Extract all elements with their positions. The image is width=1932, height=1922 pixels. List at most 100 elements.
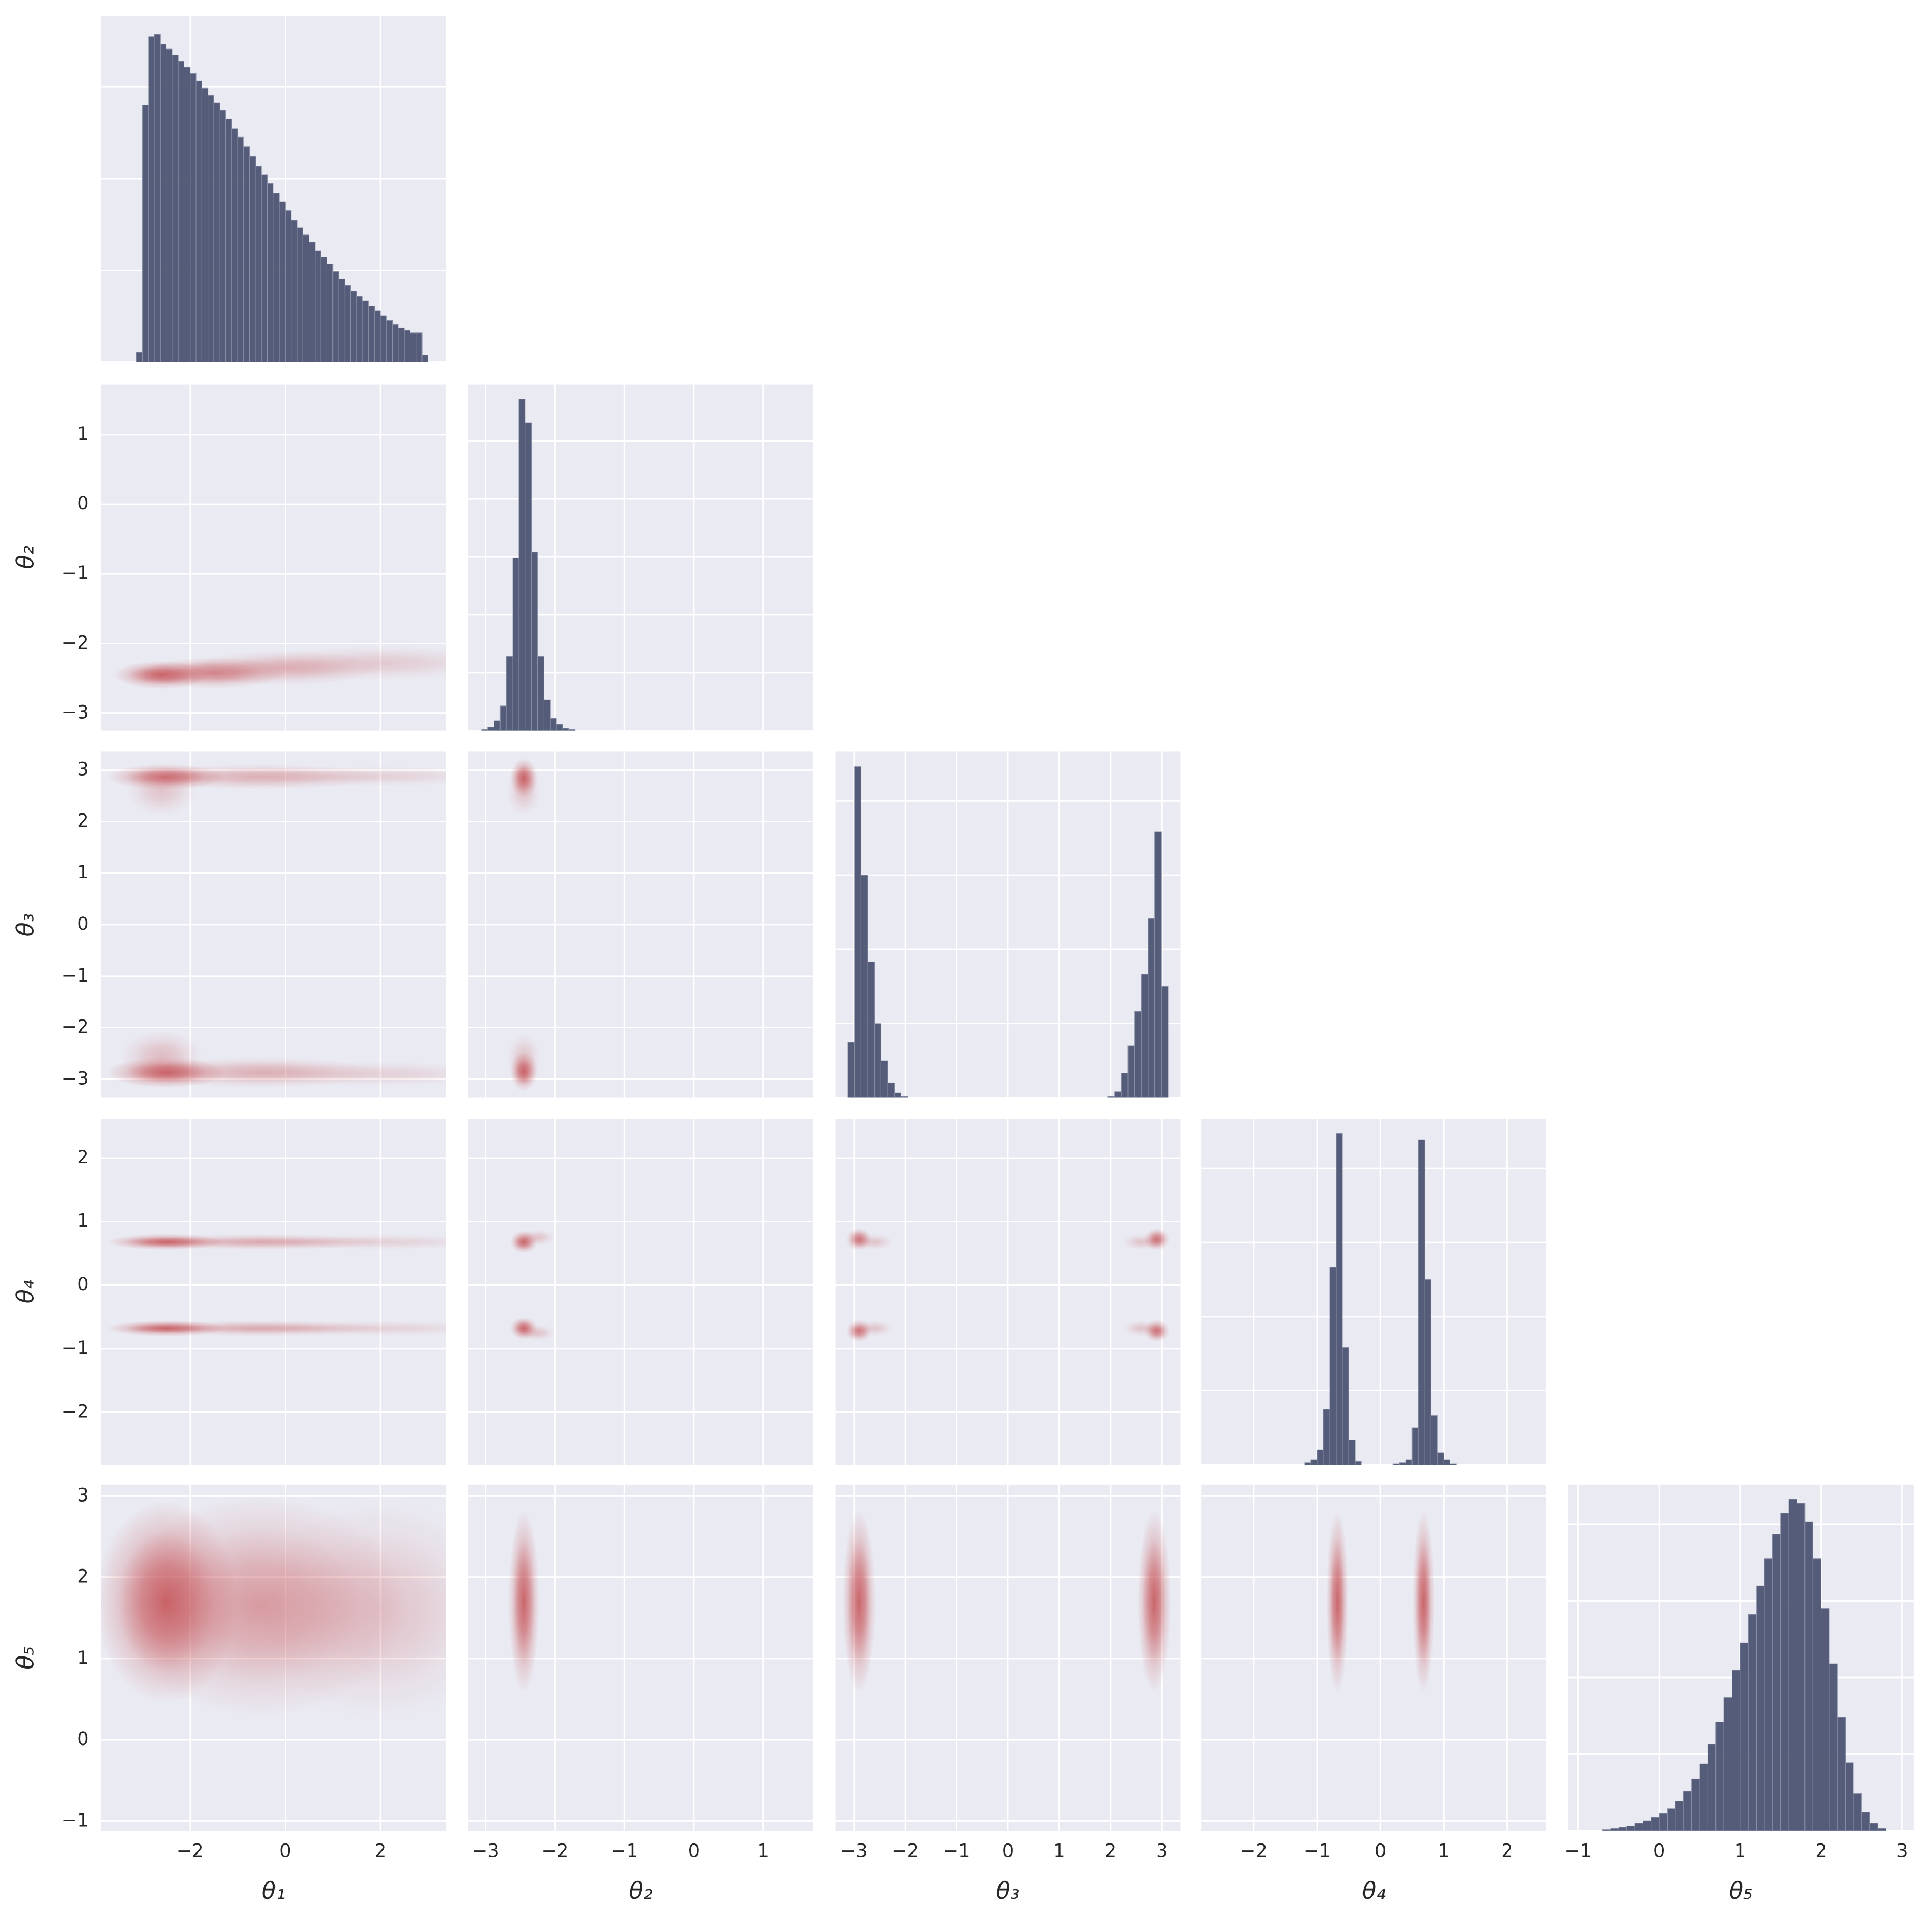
histogram-bar: [1861, 1812, 1870, 1831]
panel: [101, 1119, 446, 1465]
histogram-bar: [1796, 1503, 1806, 1831]
histogram-bar: [326, 264, 334, 362]
histogram-bar: [332, 271, 339, 362]
density-blob: [855, 1234, 894, 1250]
x-tick-label: −3: [840, 1840, 868, 1862]
histogram-bar: [1618, 1827, 1627, 1831]
panel-background: [1201, 1119, 1546, 1465]
x-tick-label: −2: [176, 1840, 204, 1862]
y-tick-label: −2: [62, 1400, 89, 1422]
density-blob: [261, 645, 446, 681]
histogram-bar: [874, 1023, 881, 1098]
x-tick-label: 0: [1375, 1840, 1386, 1862]
histogram-bar: [1443, 1459, 1450, 1465]
histogram-bar: [1691, 1778, 1700, 1831]
histogram-bar: [1342, 1347, 1349, 1465]
histogram-bar: [1154, 831, 1162, 1098]
histogram-bar: [568, 729, 576, 731]
histogram-bar: [309, 242, 316, 362]
histogram-bar: [410, 332, 417, 362]
y-tick-label: −2: [62, 632, 89, 653]
histogram-bar: [499, 705, 507, 731]
density-blob: [1326, 1510, 1349, 1693]
y-tick-label: 2: [77, 1146, 89, 1168]
histogram-bar: [172, 55, 179, 362]
histogram-bar: [537, 656, 544, 731]
histogram-bar: [1723, 1697, 1732, 1831]
panel: [468, 384, 813, 731]
histogram-bar: [374, 310, 381, 362]
histogram-bar: [556, 724, 563, 731]
histogram-bar: [1788, 1499, 1797, 1831]
histogram-bar: [1437, 1452, 1444, 1465]
histogram-bar: [190, 73, 197, 362]
y-tick-label: 2: [77, 1566, 89, 1587]
histogram-bar: [219, 110, 226, 362]
histogram-bar: [1740, 1642, 1749, 1831]
histogram-bar: [1877, 1828, 1886, 1831]
x-tick-label: −1: [611, 1840, 638, 1862]
histogram-bar: [860, 875, 868, 1098]
histogram-bar: [1651, 1817, 1660, 1831]
histogram-bar: [368, 306, 375, 362]
x-tick-label: 0: [279, 1840, 291, 1862]
histogram-bar: [1329, 1267, 1337, 1465]
y-tick-label: 0: [77, 493, 89, 514]
histogram-bar: [350, 291, 357, 362]
histogram-bar: [518, 399, 526, 731]
histogram-bar: [847, 1042, 855, 1098]
histogram-bar: [243, 146, 250, 362]
x-tick-label: −2: [542, 1840, 569, 1862]
panel-background: [468, 1119, 813, 1465]
histogram-bar: [1659, 1813, 1668, 1831]
histogram-bar: [487, 727, 494, 731]
histogram-bar: [297, 227, 303, 362]
histogram-bar: [208, 95, 214, 362]
histogram-bar: [249, 156, 256, 362]
x-tick-label: 0: [1002, 1840, 1014, 1862]
density-blob: [1122, 1320, 1161, 1337]
histogram-bar: [225, 118, 232, 362]
histogram-bar: [506, 656, 513, 731]
panel: [101, 16, 446, 362]
histogram-bar: [416, 332, 423, 362]
histogram-bar: [1642, 1820, 1652, 1831]
histogram-bar: [338, 278, 345, 362]
density-blob: [506, 764, 542, 817]
histogram-bar: [1399, 1462, 1406, 1465]
histogram-bar: [1756, 1585, 1765, 1831]
histogram-bar: [1675, 1801, 1684, 1831]
x-tick-label: 2: [1501, 1840, 1513, 1862]
panel: [468, 1119, 813, 1465]
panel: [835, 1119, 1181, 1465]
histogram-bar: [1323, 1409, 1330, 1465]
histogram-bar: [512, 557, 519, 731]
x-axis-label: θ₃: [996, 1878, 1020, 1905]
histogram-bar: [1699, 1763, 1708, 1831]
histogram-bar: [1405, 1459, 1413, 1465]
y-tick-label: 1: [77, 423, 89, 445]
histogram-bar: [160, 44, 167, 362]
density-blob: [1137, 1510, 1171, 1693]
histogram-bar: [1780, 1513, 1789, 1831]
histogram-bar: [1418, 1139, 1425, 1465]
x-axis-label: θ₄: [1362, 1878, 1386, 1905]
histogram-bar: [1626, 1826, 1635, 1831]
histogram-bar: [1310, 1459, 1318, 1465]
histogram-bar: [1121, 1073, 1129, 1098]
y-tick-label: −1: [62, 1337, 89, 1359]
histogram-bar: [550, 718, 557, 731]
histogram-bar: [1748, 1614, 1757, 1831]
histogram-bar: [525, 422, 532, 731]
histogram-bar: [1869, 1823, 1878, 1831]
x-tick-label: 0: [688, 1840, 700, 1862]
x-tick-label: 1: [1734, 1840, 1746, 1862]
histogram-bar: [894, 1092, 901, 1098]
panel: [101, 384, 446, 731]
histogram-bar: [1804, 1521, 1813, 1831]
panel-background: [101, 1119, 446, 1465]
histogram-bar: [1148, 918, 1155, 1098]
histogram-bar: [880, 1060, 888, 1098]
density-blob: [520, 1325, 555, 1341]
y-tick-label: 0: [77, 1273, 89, 1295]
